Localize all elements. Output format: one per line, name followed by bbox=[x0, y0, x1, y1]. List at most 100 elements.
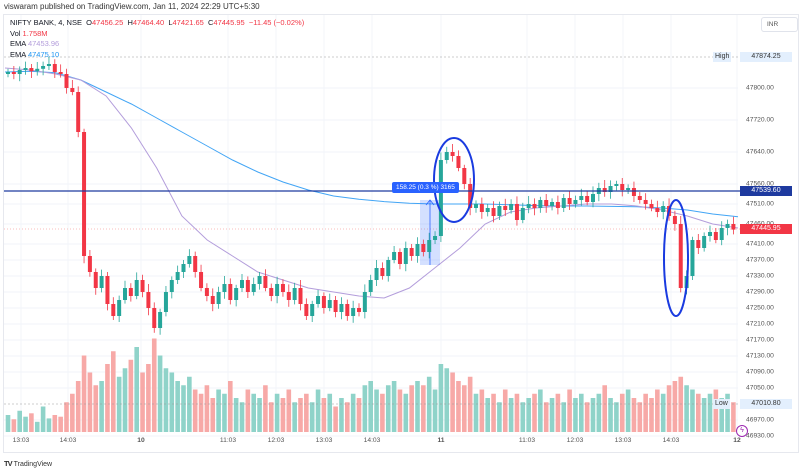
volume-bar bbox=[485, 398, 490, 432]
volume-bar bbox=[497, 402, 502, 432]
candle-body bbox=[216, 292, 221, 304]
candle-body bbox=[456, 156, 461, 168]
high-label: H bbox=[127, 18, 133, 27]
candle-body bbox=[304, 304, 309, 316]
candle-body bbox=[35, 68, 40, 72]
candle-body bbox=[438, 160, 443, 236]
candle-body bbox=[415, 244, 420, 256]
candle-body bbox=[117, 300, 122, 316]
volume-bar bbox=[245, 389, 251, 432]
candle-body bbox=[368, 280, 373, 292]
candle-body bbox=[491, 208, 496, 216]
currency-selector[interactable]: INR bbox=[761, 17, 798, 32]
volume-bar bbox=[456, 381, 461, 432]
y-tick: 47330.00 bbox=[746, 272, 774, 280]
ema2-label: EMA bbox=[10, 49, 26, 59]
annotation-circle bbox=[433, 137, 475, 223]
candle-body bbox=[409, 248, 414, 256]
candle-body bbox=[427, 240, 432, 252]
ema-fast-line bbox=[4, 67, 739, 299]
close-value: 47445.95 bbox=[213, 18, 245, 27]
flash-icon[interactable]: ϟ bbox=[736, 425, 748, 437]
volume-bar bbox=[304, 393, 309, 432]
candle-body bbox=[146, 292, 151, 308]
volume-bar bbox=[684, 385, 689, 432]
x-tick: 13:03 bbox=[315, 437, 333, 444]
volume-bar bbox=[368, 381, 373, 432]
volume-bar bbox=[426, 376, 432, 432]
volume-bar bbox=[573, 398, 578, 432]
candle-body bbox=[82, 132, 87, 256]
candle-body bbox=[251, 284, 256, 292]
candle-body bbox=[485, 208, 490, 212]
vol-value: 1.758M bbox=[22, 28, 48, 38]
volume-bar bbox=[286, 389, 292, 432]
volume-bar bbox=[438, 364, 444, 432]
candle-body bbox=[187, 256, 192, 264]
candle-body bbox=[538, 200, 543, 208]
volume-bar bbox=[210, 398, 216, 432]
candle-body bbox=[240, 280, 244, 288]
y-tick: 47720.00 bbox=[746, 116, 774, 124]
candle-body bbox=[579, 196, 584, 200]
candle-body bbox=[11, 72, 16, 74]
y-tick: 47090.00 bbox=[746, 368, 774, 376]
volume-bar bbox=[450, 372, 455, 432]
low-value: 47421.65 bbox=[172, 18, 204, 27]
open-label: O bbox=[86, 18, 92, 27]
volume-bar bbox=[637, 402, 643, 432]
y-tick: 47170.00 bbox=[746, 336, 774, 344]
change-value: −11.45 (−0.02%) bbox=[248, 18, 305, 27]
volume-bar bbox=[75, 381, 81, 432]
ema-slow-line bbox=[4, 70, 739, 218]
candle-body bbox=[275, 284, 280, 296]
measure-arrow-head bbox=[425, 199, 435, 206]
volume-bar bbox=[660, 393, 666, 432]
y-tick: 47130.00 bbox=[746, 352, 774, 360]
candle-body bbox=[128, 288, 133, 296]
candle-body bbox=[76, 92, 81, 132]
ema2-value: 47475.10 bbox=[27, 49, 60, 59]
candle-body bbox=[64, 74, 69, 88]
candle-body bbox=[357, 308, 361, 312]
candle-body bbox=[123, 288, 127, 300]
candle-body bbox=[228, 284, 233, 300]
candle-body bbox=[649, 204, 654, 208]
y-tick: 47560.00 bbox=[746, 180, 774, 188]
x-tick: 14:03 bbox=[363, 437, 381, 444]
volume-bar bbox=[350, 393, 356, 432]
candle-body bbox=[193, 256, 198, 272]
candle-body bbox=[608, 186, 613, 192]
candle-body bbox=[631, 188, 636, 196]
volume-bar bbox=[421, 385, 426, 432]
volume-bar bbox=[602, 385, 607, 432]
volume-bar bbox=[514, 393, 520, 432]
volume-bar bbox=[532, 393, 537, 432]
volume-bar bbox=[462, 385, 467, 432]
low-marker-label: Low bbox=[713, 399, 730, 409]
candle-body bbox=[298, 288, 303, 304]
candle-body bbox=[234, 288, 239, 300]
volume-bar bbox=[292, 402, 297, 432]
candle-body bbox=[99, 276, 104, 288]
candle-body bbox=[70, 88, 75, 92]
close-label: C bbox=[207, 18, 214, 27]
tradingview-brand[interactable]: TV TradingView bbox=[4, 459, 52, 468]
volume-bar bbox=[192, 389, 198, 432]
volume-bar bbox=[415, 381, 420, 432]
annotation-circle bbox=[663, 199, 689, 317]
volume-bar bbox=[339, 398, 344, 432]
symbol: NIFTY BANK, 4, NSE bbox=[10, 18, 82, 27]
y-tick: 46930.00 bbox=[746, 432, 774, 440]
volume-bar bbox=[157, 355, 163, 432]
candle-body bbox=[713, 232, 718, 240]
candle-body bbox=[421, 244, 426, 252]
volume-bar bbox=[403, 393, 409, 432]
volume-bar bbox=[239, 402, 245, 432]
volume-bar bbox=[151, 338, 157, 432]
vol-label: Vol bbox=[10, 28, 21, 38]
x-tick: 14:03 bbox=[662, 437, 680, 444]
candle-body bbox=[6, 72, 10, 74]
candle-body bbox=[93, 272, 98, 288]
